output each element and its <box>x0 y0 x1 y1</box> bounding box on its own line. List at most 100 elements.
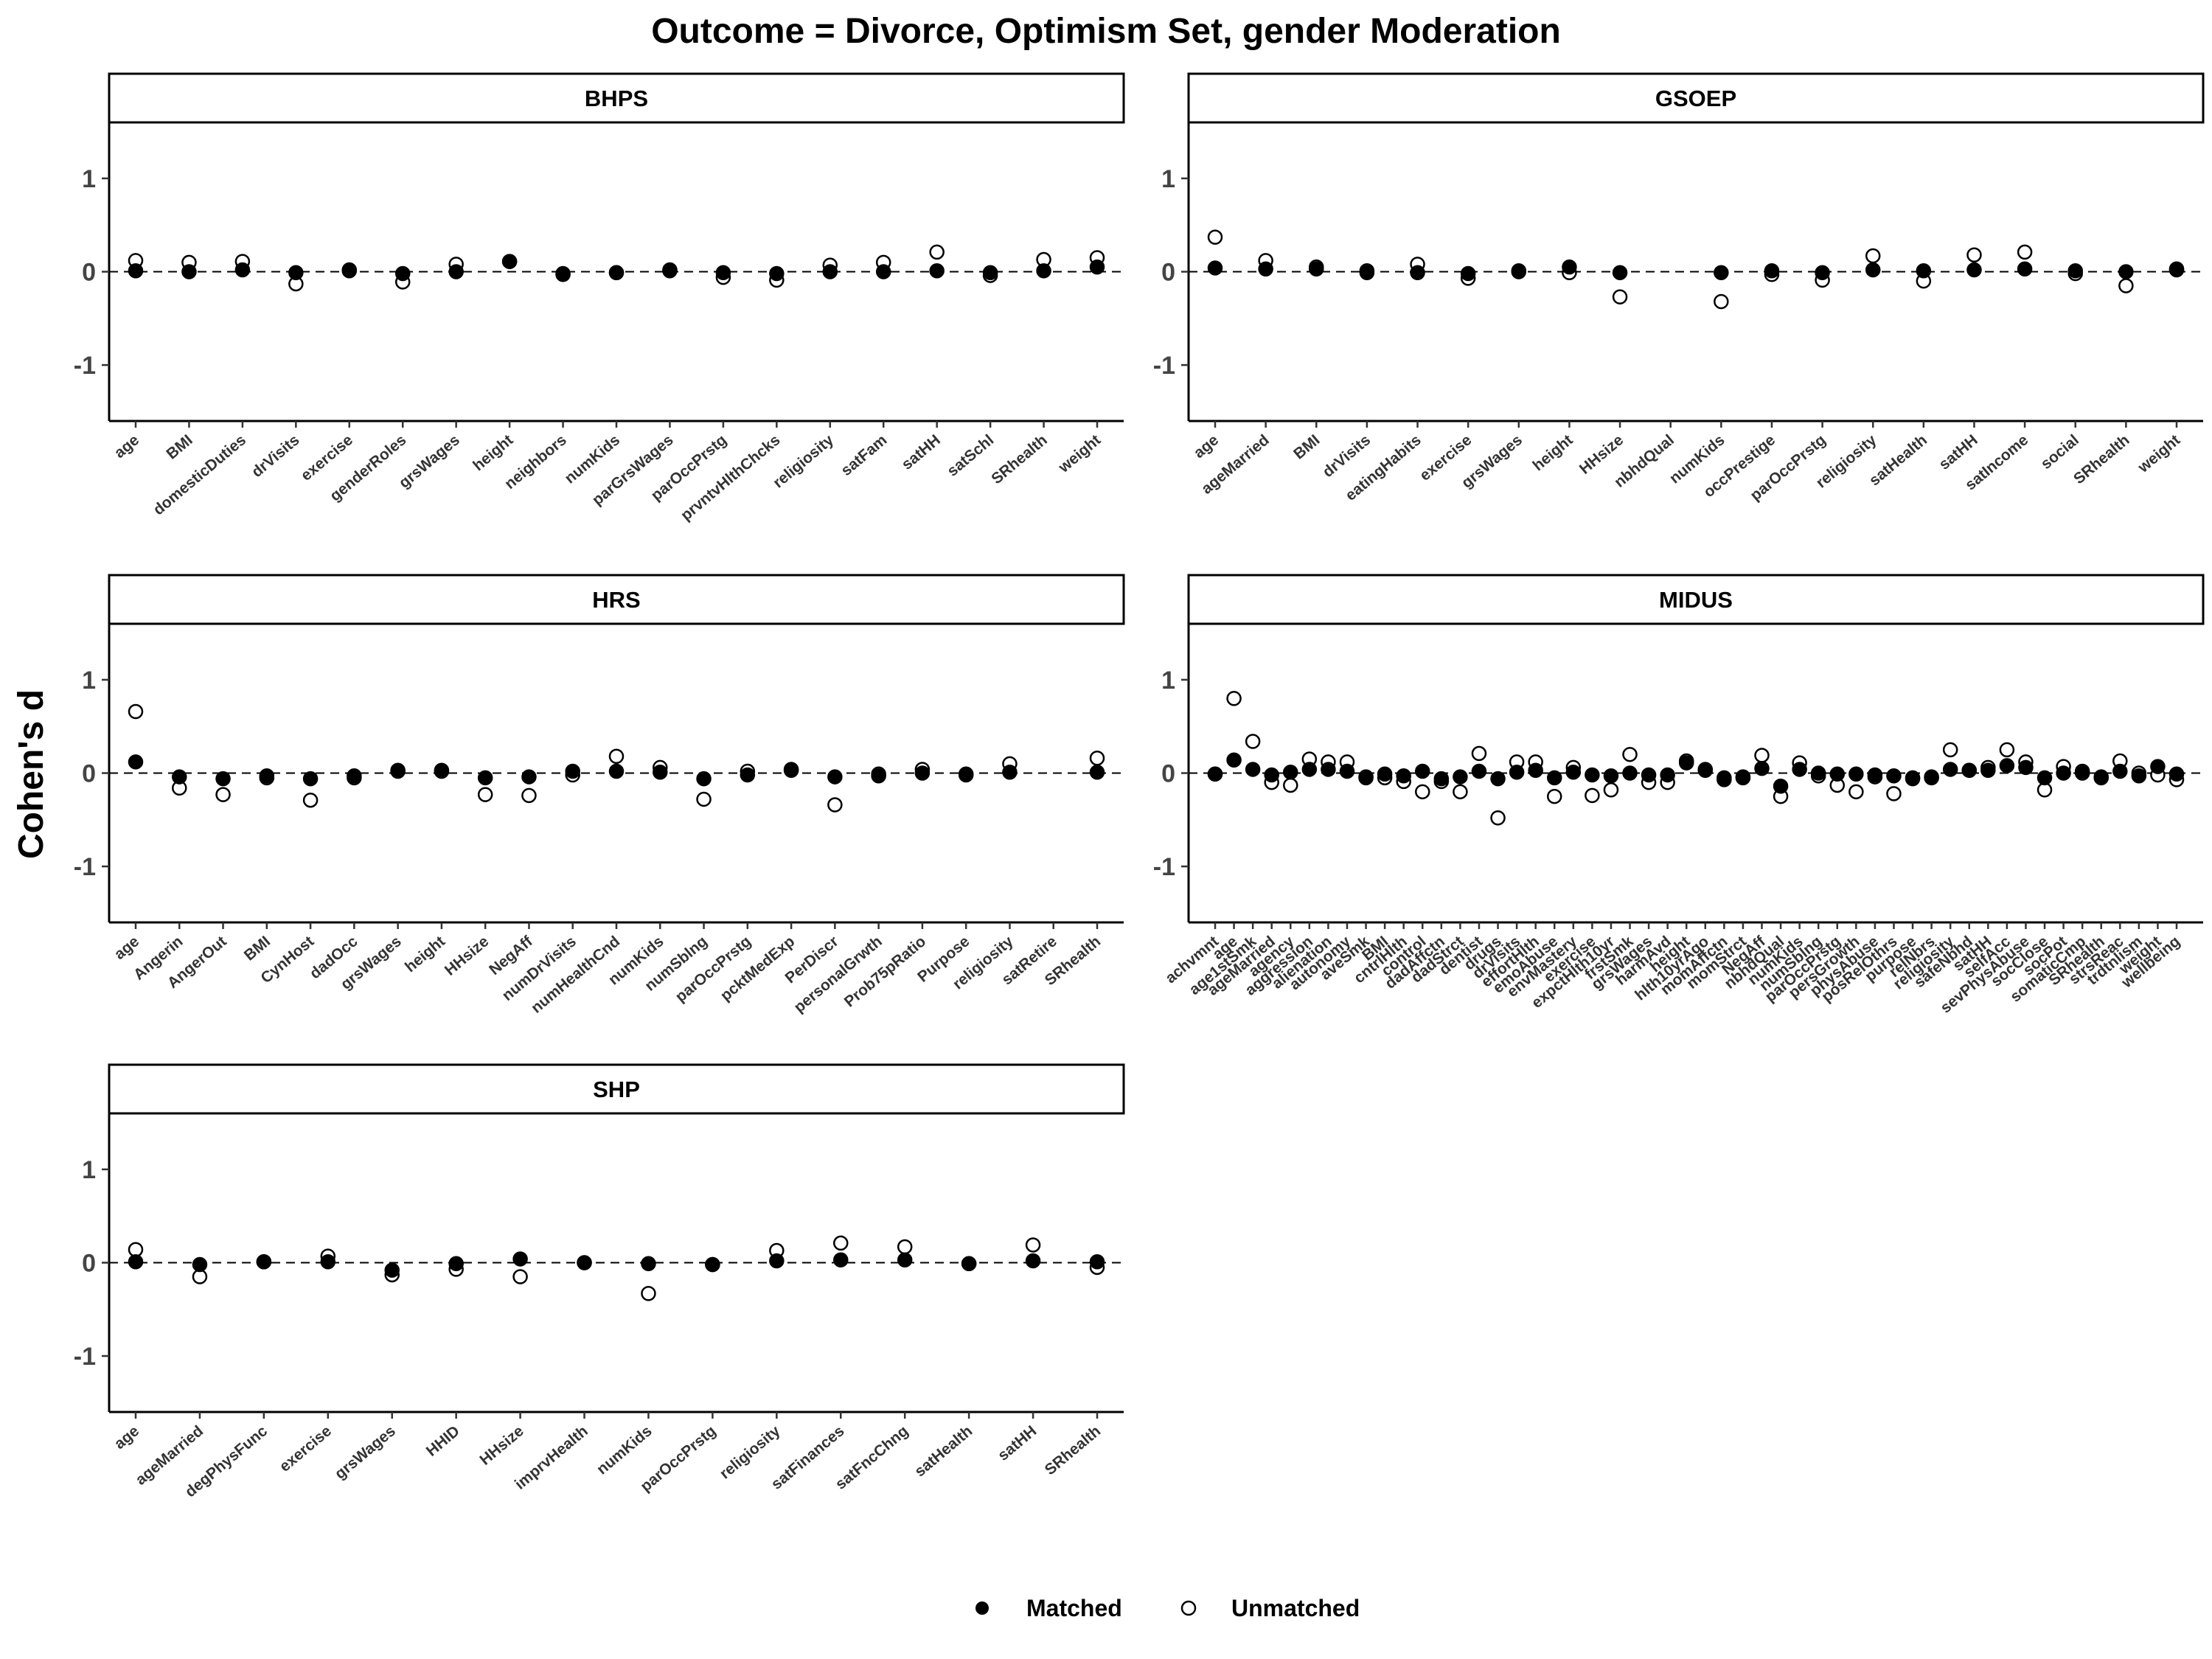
point-unmatched-age <box>1226 691 1242 706</box>
point-matched-selfacc <box>1999 758 2015 773</box>
x-tick-label-grswages: grsWages <box>332 1422 399 1483</box>
point-unmatched-satfinances <box>833 1235 849 1251</box>
point-matched-numdrvisits <box>565 763 580 779</box>
point-matched-srhealth <box>1036 262 1051 279</box>
point-matched-height <box>501 254 518 269</box>
point-matched-negaff <box>1754 760 1770 776</box>
y-tick-label: 0 <box>82 1250 96 1278</box>
x-tick-label-bmi: BMI <box>1290 431 1323 462</box>
point-unmatched-numkids <box>641 1286 656 1301</box>
panel-strip-shp <box>108 1063 1125 1115</box>
panel-title-hrs: HRS <box>592 587 640 613</box>
point-matched-sevphysabuse <box>2018 759 2034 776</box>
panel-title-gsoep: GSOEP <box>1655 86 1736 111</box>
point-matched-sathh <box>929 262 945 279</box>
point-matched-exercise <box>1585 767 1600 783</box>
point-matched-dadaffctn <box>1433 771 1450 787</box>
point-matched-bmi <box>1309 261 1324 276</box>
point-matched-paroccprstg <box>1815 265 1830 281</box>
point-matched-drvisits <box>288 265 304 281</box>
point-matched-imprvhealth <box>577 1255 592 1270</box>
y-tick-label: 1 <box>82 667 96 695</box>
point-matched-drvisits <box>1509 764 1525 780</box>
point-matched-achvmnt <box>1207 766 1223 782</box>
point-matched-paroccprstg <box>1829 766 1846 782</box>
y-tick-label: -1 <box>74 853 96 881</box>
point-matched-safenbhd <box>1961 762 1977 778</box>
x-tick-label-bmi: BMI <box>241 933 274 964</box>
point-matched-numkids <box>1792 762 1807 777</box>
point-matched-prob75pratio <box>914 765 931 781</box>
y-tick-label: -1 <box>1153 853 1175 881</box>
point-matched-religiosity <box>822 264 838 279</box>
y-tick-label: 0 <box>82 760 96 788</box>
point-unmatched-satfncchng <box>897 1239 913 1255</box>
point-matched-grswages <box>1511 264 1527 279</box>
x-tick-label-sathh: satHH <box>899 431 944 473</box>
point-matched-exercise <box>320 1253 336 1270</box>
point-unmatched-satincome <box>2017 244 2033 260</box>
point-matched-age1stsmk <box>1245 762 1261 777</box>
point-matched-numkids <box>653 764 668 780</box>
point-matched-numhealthcnd <box>608 763 625 779</box>
point-matched-height <box>434 762 450 778</box>
point-matched-grswages <box>448 264 464 279</box>
point-matched-autonomy <box>1339 763 1355 779</box>
y-tick-label: 0 <box>82 259 96 287</box>
x-tick-label-srhealth: SRhealth <box>1042 1422 1105 1478</box>
y-tick-label: 0 <box>1161 259 1175 287</box>
point-matched-sathealth <box>961 1256 977 1272</box>
point-matched-paroccprstg <box>715 265 731 281</box>
point-matched-domesticduties <box>234 262 251 278</box>
x-tick-label-domesticduties: domesticDuties <box>150 431 250 518</box>
point-matched-drugs <box>1490 771 1506 787</box>
point-matched-avesmk <box>1358 769 1374 785</box>
point-matched-age <box>128 754 144 770</box>
x-tick-label-height: height <box>402 933 448 975</box>
point-matched-satfncchng <box>897 1252 913 1267</box>
legend: Matched Unmatched <box>975 1595 1360 1621</box>
point-matched-angerin <box>172 769 187 785</box>
point-matched-bmi <box>259 768 275 784</box>
point-matched-height <box>1562 259 1577 275</box>
point-matched-dentist <box>1471 763 1487 779</box>
point-matched-negaff <box>521 769 537 785</box>
x-tick-label-weight: weight <box>1055 431 1104 476</box>
point-matched-aggression <box>1301 762 1318 777</box>
x-tick-label-age: age <box>111 933 143 963</box>
point-unmatched-dentist <box>1471 745 1487 762</box>
y-tick-label: 1 <box>1161 165 1175 193</box>
point-unmatched-negaff <box>1754 748 1770 763</box>
point-matched-emoabuse <box>1546 770 1562 786</box>
point-unmatched-age1stsmk <box>1245 734 1261 749</box>
point-matched-sathh <box>1966 262 1982 278</box>
point-unmatched-age <box>1207 229 1223 245</box>
point-matched-grswages <box>1641 767 1657 783</box>
point-matched-numsblng <box>1810 765 1826 781</box>
point-unmatched-emoabuse <box>1546 788 1562 804</box>
point-matched-sathh <box>1025 1253 1041 1269</box>
point-matched-satincome <box>2017 261 2033 276</box>
point-matched-neighbors <box>555 265 571 282</box>
point-unmatched-srhealth <box>1089 751 1105 766</box>
point-matched-srhealth <box>1089 764 1105 780</box>
legend-matched-marker <box>975 1601 989 1615</box>
point-unmatched-agency <box>1283 777 1298 793</box>
point-matched-physabuse <box>1867 767 1883 783</box>
x-tick-label-age: age <box>1191 431 1222 462</box>
point-matched-trdtnlism <box>2131 768 2147 784</box>
point-matched-exercise <box>1460 265 1476 282</box>
point-matched-hhsize <box>512 1251 528 1267</box>
y-axis-label: Cohen's d <box>12 689 51 859</box>
point-matched-personalgrwth <box>871 768 886 784</box>
point-matched-agemarried <box>1264 767 1279 783</box>
point-matched-social <box>2067 262 2083 279</box>
x-tick-label-sathealth: satHealth <box>911 1422 975 1480</box>
legend-matched-label: Matched <box>1026 1595 1122 1621</box>
point-matched-satfinances <box>833 1252 849 1267</box>
x-tick-label-paroccprstg: parOccPrstg <box>672 933 754 1006</box>
